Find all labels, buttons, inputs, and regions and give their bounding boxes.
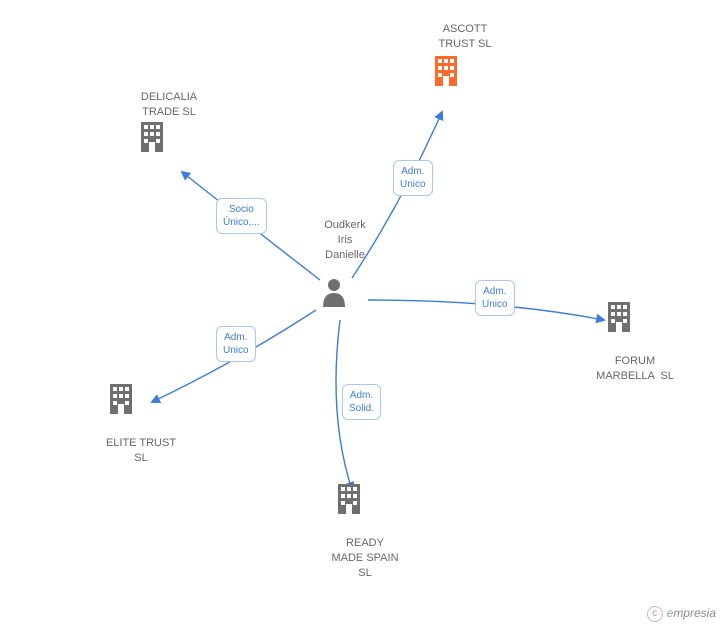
edge-label-ascott: Adm. Unico — [393, 160, 433, 196]
center-label: Oudkerk Iris Danielle — [310, 218, 380, 263]
footer-copyright: cempresia — [647, 606, 716, 622]
edge-label-ready: Adm. Solid. — [342, 384, 381, 420]
brand-rest: mpresia — [673, 606, 716, 620]
building-icon-forum — [605, 300, 633, 332]
edge-label-forum: Adm. Unico — [475, 280, 515, 316]
person-icon — [321, 277, 347, 307]
node-label-elite: ELITE TRUST SL — [96, 436, 186, 466]
edge-label-elite: Adm. Unico — [216, 326, 256, 362]
copyright-icon: c — [647, 606, 663, 622]
node-label-ready: READY MADE SPAIN SL — [320, 536, 410, 581]
building-icon-ascott — [432, 54, 460, 86]
building-icon-ready — [335, 482, 363, 514]
building-icon-delicalia — [138, 120, 166, 152]
node-label-ascott: ASCOTT TRUST SL — [420, 22, 510, 52]
building-icon-elite — [107, 382, 135, 414]
edge-label-delicalia: Socio Único,... — [216, 198, 267, 234]
node-label-forum: FORUM MARBELLA SL — [590, 354, 680, 384]
node-label-delicalia: DELICALIA TRADE SL — [124, 90, 214, 120]
